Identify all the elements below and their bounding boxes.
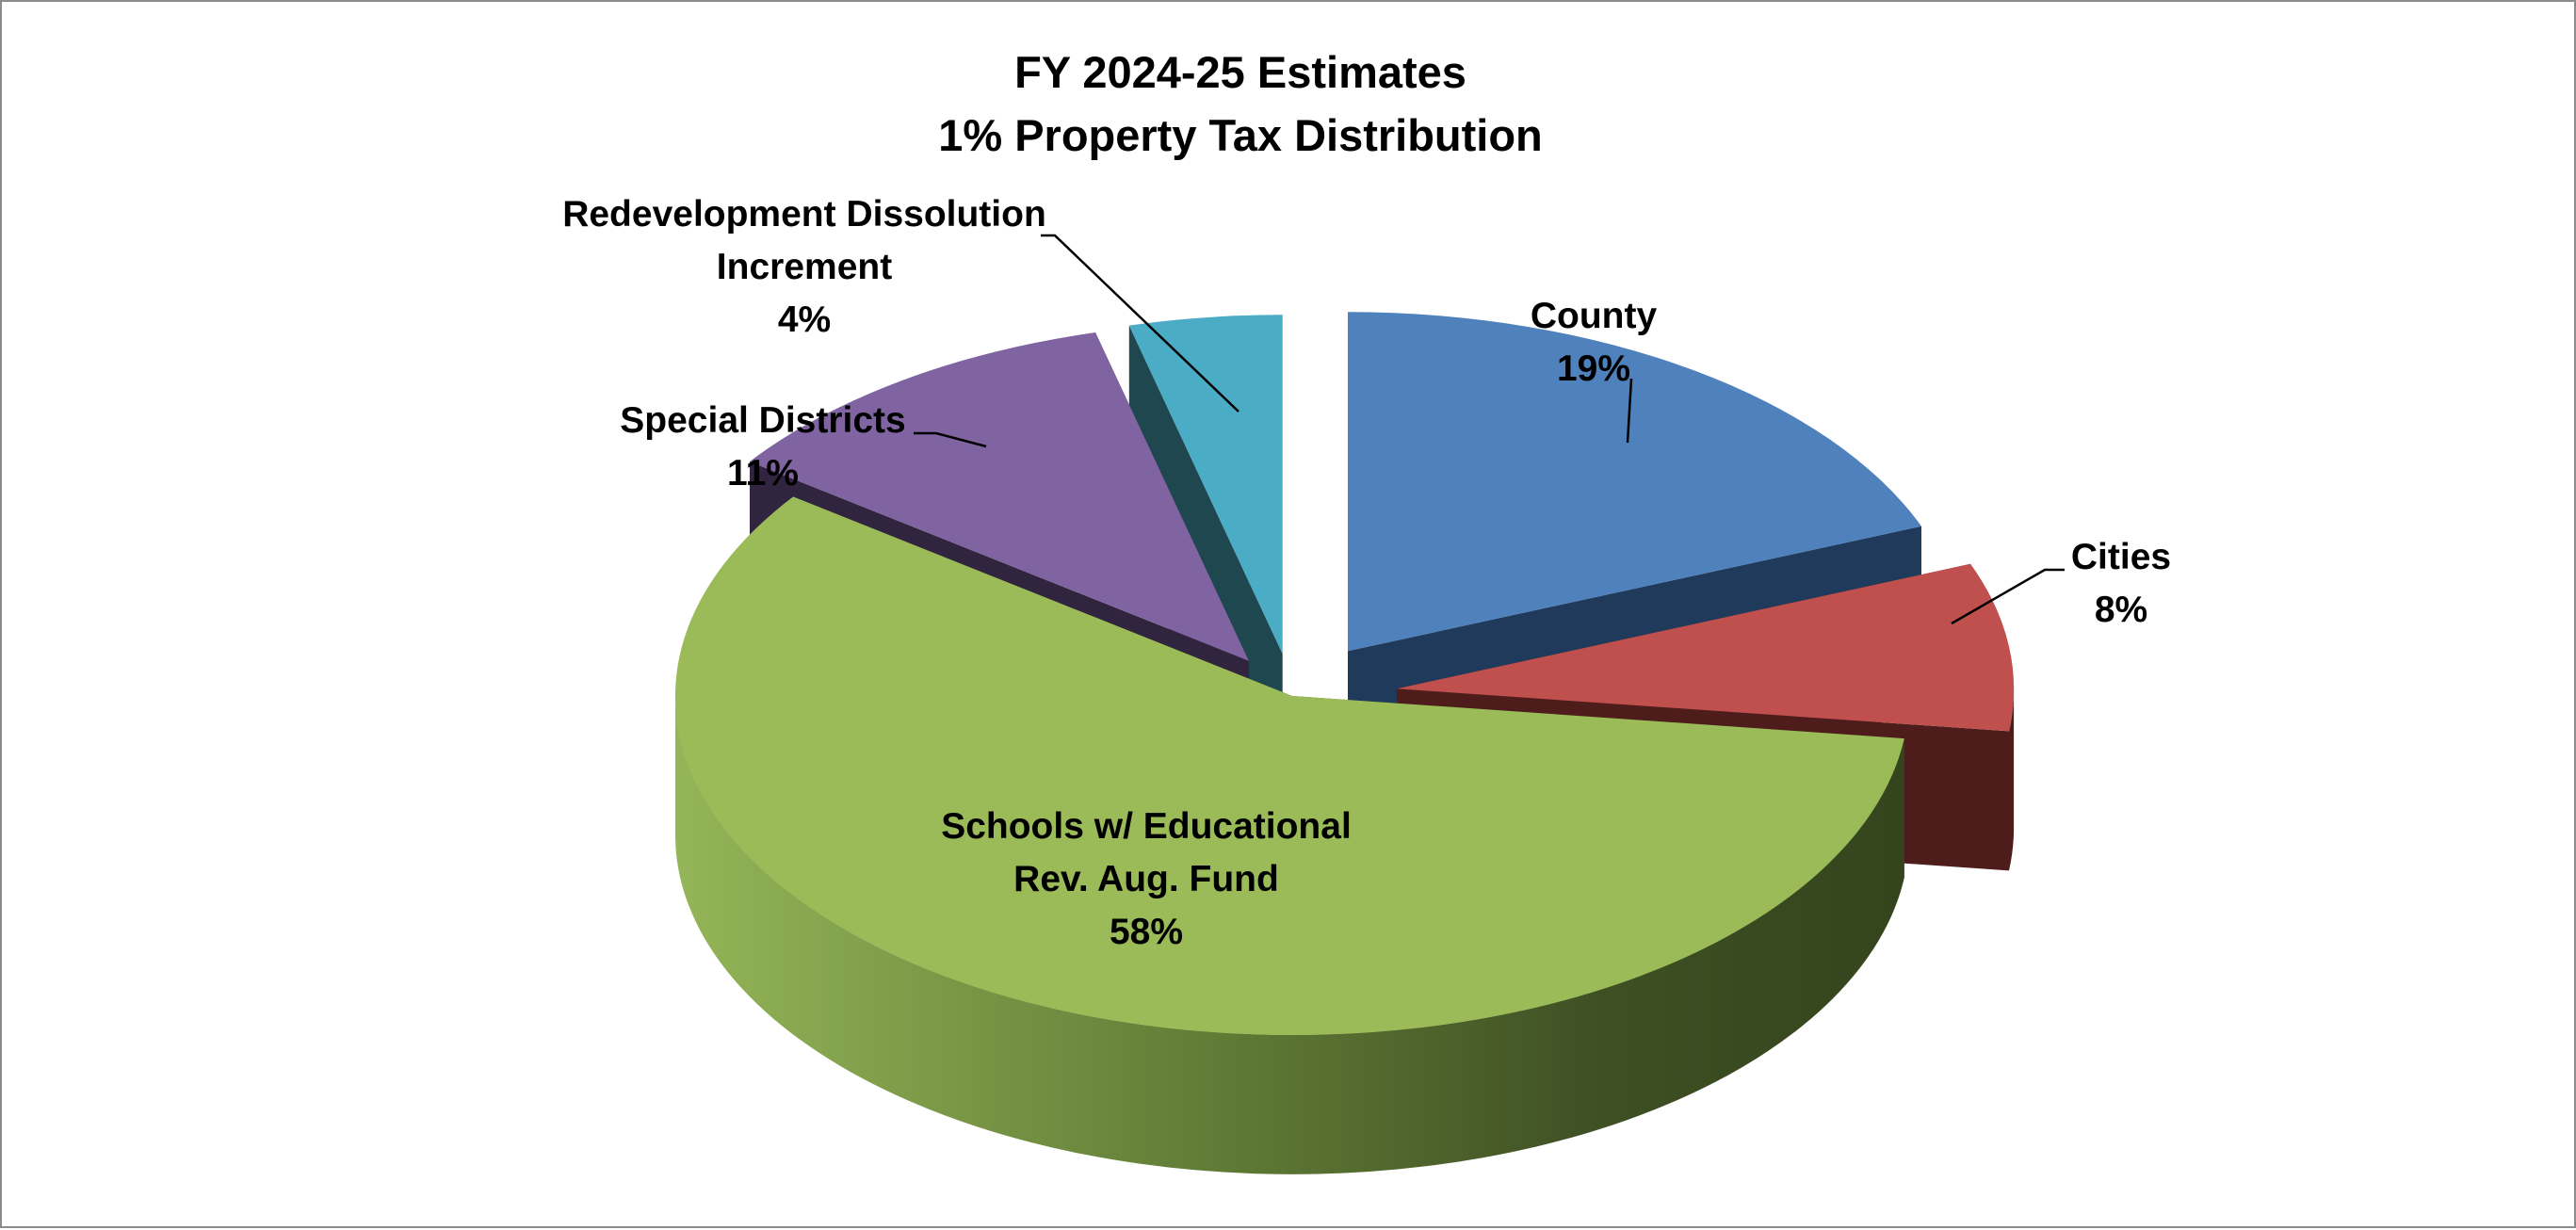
leader-line-cities <box>1951 568 2065 625</box>
leader-line-county <box>1626 378 1633 444</box>
data-label-redevelopment-dissolution-increment: Redevelopment Dissolution Increment 4% <box>562 194 1046 340</box>
data-label-cities: Cities 8% <box>2071 537 2171 630</box>
slice-rim <box>675 696 1904 1174</box>
slice-special-districts <box>750 332 1249 661</box>
chart-title-line-1: FY 2024-25 Estimates <box>1014 47 1466 97</box>
chart-title-line-2: 1% Property Tax Distribution <box>938 110 1543 160</box>
data-label-special-districts: Special Districts 11% <box>620 400 905 494</box>
leader-line-redevelopment-dissolution-increment <box>1041 234 1239 413</box>
slice-county <box>1348 312 1921 652</box>
chart-title: FY 2024-25 Estimates 1% Property Tax Dis… <box>938 47 1543 160</box>
slice-redevelopment-dissolution-increment <box>1128 315 1283 655</box>
leader-line-special-districts <box>914 431 987 448</box>
data-label-county: County 19% <box>1531 296 1658 389</box>
slice-schools-w-educational-rev-aug-fund <box>674 496 1904 1036</box>
data-label-schools-w-educational-rev-aug-fund: Schools w/ Educational Rev. Aug. Fund 58% <box>941 806 1352 952</box>
slice-cities <box>1397 563 2015 732</box>
slice-rim <box>2009 688 2015 871</box>
